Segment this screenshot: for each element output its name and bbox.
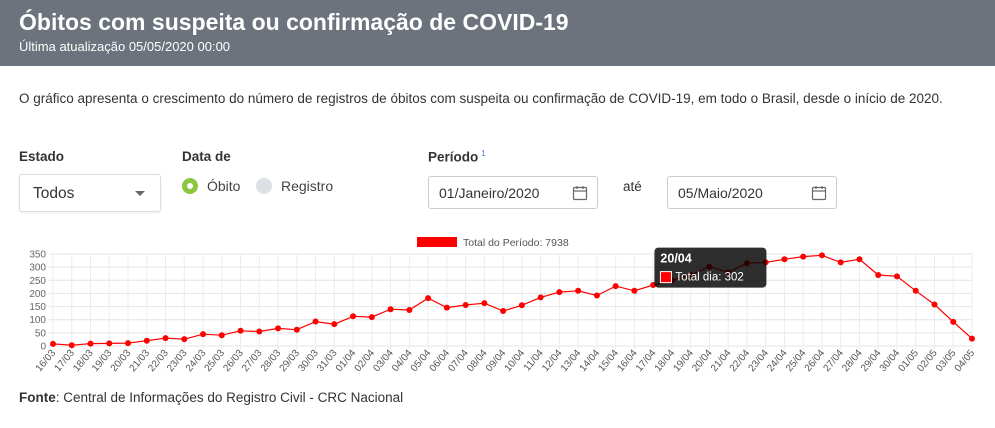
data-point[interactable] [312,318,319,325]
data-point[interactable] [818,252,825,259]
data-point[interactable] [275,325,282,332]
data-point[interactable] [293,326,300,333]
data-point[interactable] [162,335,169,342]
data-point[interactable] [50,340,56,347]
data-point[interactable] [387,306,394,313]
data-de-label: Data de [182,149,231,164]
radio-registro[interactable]: Registro [256,176,333,196]
radio-obito[interactable]: Óbito [182,176,240,196]
data-point[interactable] [593,292,600,299]
data-point[interactable] [462,301,469,308]
data-point[interactable] [237,327,244,334]
tooltip-swatch [659,271,672,284]
periodo-label-text: Período [428,149,479,165]
data-point[interactable] [631,287,638,294]
y-tick-label: 200 [29,289,46,300]
y-tick-label: 0 [40,342,46,353]
data-point[interactable] [350,313,357,320]
data-point[interactable] [406,306,413,313]
date-to-value: 05/Maio/2020 [678,185,763,201]
data-point[interactable] [425,295,432,302]
ate-label: até [623,179,642,194]
radio-unchecked-icon [256,178,272,194]
data-point[interactable] [368,314,375,321]
data-point[interactable] [331,321,338,328]
data-point[interactable] [893,273,900,280]
data-point[interactable] [537,294,544,301]
data-point[interactable] [875,272,882,279]
last-update: Última atualização 05/05/2020 00:00 [19,39,231,54]
data-point[interactable] [837,259,844,266]
x-tick-label: 10/04 [503,348,528,375]
series-line [52,254,973,346]
radio-checked-icon [182,178,198,194]
data-point[interactable] [800,253,807,260]
estado-select[interactable]: Todos [19,174,161,212]
data-point[interactable] [969,335,975,342]
data-point[interactable] [856,256,863,263]
y-tick-label: 100 [29,315,46,326]
periodo-footnote: 1 [481,149,486,158]
date-from-input[interactable]: 01/Janeiro/2020 [428,176,598,209]
estado-select-value: Todos [33,185,75,202]
date-from-value: 01/Janeiro/2020 [439,185,540,201]
data-point[interactable] [950,318,957,325]
data-point[interactable] [68,342,75,349]
periodo-label: Período 1 [428,149,486,165]
data-point[interactable] [106,340,113,347]
tooltip-title: 20/04 [660,252,691,266]
radio-registro-label: Registro [281,178,334,194]
calendar-icon[interactable] [572,185,588,201]
date-to-input[interactable]: 05/Maio/2020 [667,176,837,209]
page-title: Óbitos com suspeita ou confirmação de CO… [19,9,569,35]
data-point[interactable] [518,302,525,309]
y-tick-label: 350 [29,250,46,261]
data-point[interactable] [931,301,938,308]
deaths-line-chart[interactable]: 05010015020025030035016/0317/0318/0319/0… [0,228,995,383]
calendar-icon[interactable] [811,185,827,201]
x-tick-label: 04/05 [953,348,978,375]
y-tick-label: 300 [29,263,46,274]
radio-obito-label: Óbito [207,178,241,194]
data-point[interactable] [912,287,919,294]
estado-label: Estado [19,149,65,164]
chart-description: O gráfico apresenta o crescimento do núm… [19,91,943,106]
source-label: Fonte [19,390,56,405]
data-point[interactable] [200,331,207,338]
y-tick-label: 250 [29,276,46,287]
tooltip-box [654,247,767,288]
source-text: : Central de Informações do Registro Civ… [55,390,404,405]
data-point[interactable] [781,256,788,263]
data-point[interactable] [256,328,263,335]
data-point[interactable] [556,289,563,296]
data-point[interactable] [181,336,188,343]
chevron-down-icon [135,191,145,196]
legend-label: Total do Período: 7938 [463,237,569,249]
y-tick-label: 150 [29,302,46,313]
source-note: Fonte: Central de Informações do Registr… [19,390,403,405]
data-point[interactable] [87,340,94,347]
data-point[interactable] [500,308,507,315]
data-point[interactable] [125,340,132,347]
page-header: Óbitos com suspeita ou confirmação de CO… [0,0,995,66]
data-point[interactable] [443,304,450,311]
data-point[interactable] [575,287,582,294]
data-point[interactable] [143,337,150,344]
y-tick-label: 50 [35,328,47,339]
tooltip-text: Total dia: 302 [675,272,743,284]
data-point[interactable] [218,332,225,339]
data-point[interactable] [612,283,619,290]
legend-swatch [417,237,457,247]
data-point[interactable] [481,300,488,307]
